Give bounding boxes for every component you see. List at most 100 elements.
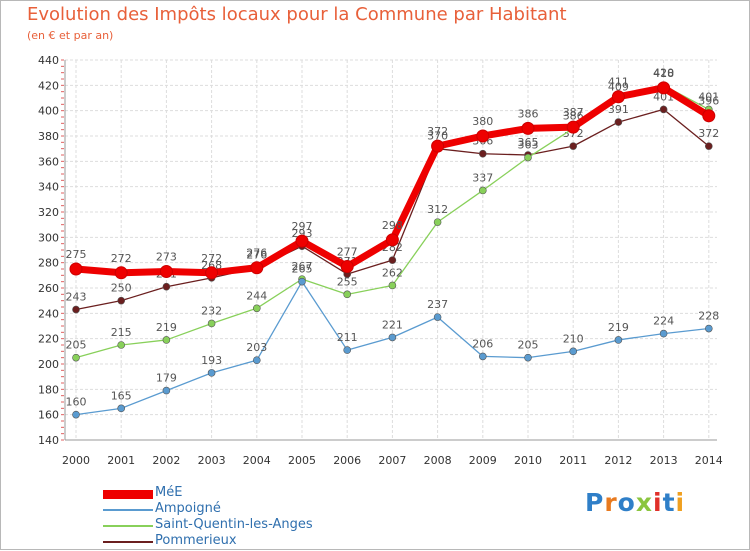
- data-label-m-e: 298: [382, 219, 403, 232]
- data-point-pommerieux: [162, 282, 171, 291]
- y-tick-label: 440: [38, 54, 59, 67]
- data-label-pommerieux: 372: [698, 127, 719, 140]
- legend-swatch-ampoigne: [103, 509, 153, 511]
- data-point-m-e: [431, 139, 445, 153]
- data-label-m-e: 372: [427, 125, 448, 138]
- data-point-ampoign-: [207, 369, 216, 377]
- data-label-m-e: 276: [246, 247, 267, 260]
- data-label-m-e: 386: [518, 107, 539, 120]
- data-point-m-e: [702, 109, 716, 123]
- data-point-ampoign-: [478, 352, 487, 361]
- x-tick-label: 2008: [424, 454, 452, 467]
- data-point-pommerieux: [117, 296, 125, 305]
- y-tick-label: 160: [38, 409, 59, 422]
- data-label-m-e: 297: [292, 220, 313, 233]
- data-point-m-e: [205, 266, 219, 280]
- data-label-m-e: 275: [66, 248, 87, 261]
- data-label-saint-quentin-les-anges: 337: [472, 171, 493, 184]
- y-tick-label: 320: [38, 206, 59, 219]
- y-tick-label: 360: [38, 155, 59, 168]
- data-label-pommerieux: 391: [608, 103, 629, 116]
- data-point-ampoign-: [388, 333, 397, 342]
- y-tick-label: 400: [38, 105, 59, 118]
- x-tick-label: 2011: [559, 454, 587, 467]
- data-label-m-e: 380: [472, 115, 493, 128]
- data-label-pommerieux: 293: [292, 227, 313, 240]
- data-label-saint-quentin-les-anges: 215: [111, 326, 132, 339]
- x-tick-label: 2000: [62, 454, 90, 467]
- data-point-pommerieux: [72, 305, 80, 314]
- data-label-pommerieux: 365: [518, 136, 539, 149]
- logo-letter: o: [617, 488, 636, 517]
- data-label-ampoign-: 228: [698, 310, 719, 323]
- data-point-pommerieux: [388, 256, 397, 264]
- x-tick-label: 2009: [469, 454, 497, 467]
- data-point-m-e: [295, 234, 309, 248]
- logo-letter: P: [585, 488, 605, 517]
- data-point-m-e: [69, 262, 83, 276]
- data-point-ampoign-: [252, 356, 261, 365]
- data-label-ampoign-: 211: [337, 331, 358, 344]
- x-tick-label: 2003: [198, 454, 226, 467]
- data-label-m-e: 272: [111, 252, 132, 265]
- legend-label-pommerieux: Pommerieux: [155, 533, 237, 548]
- x-tick-label: 2004: [243, 454, 271, 467]
- data-point-pommerieux: [569, 142, 578, 150]
- y-tick-label: 280: [38, 257, 59, 270]
- data-label-m-e: 411: [608, 76, 629, 89]
- data-label-m-e: 387: [563, 106, 584, 119]
- data-point-ampoign-: [433, 313, 442, 321]
- x-tick-label: 2002: [152, 454, 180, 467]
- logo-letter: r: [604, 488, 618, 517]
- data-point-m-e: [657, 81, 671, 95]
- data-label-saint-quentin-les-anges: 312: [427, 203, 448, 216]
- x-tick-label: 2013: [650, 454, 678, 467]
- data-point-m-e: [250, 261, 264, 275]
- legend-swatch-mee: [103, 490, 153, 499]
- x-tick-label: 2012: [604, 454, 632, 467]
- data-label-ampoign-: 221: [382, 318, 403, 331]
- y-tick-label: 300: [38, 231, 59, 244]
- data-point-m-e: [521, 121, 535, 135]
- data-point-m-e: [114, 266, 128, 280]
- data-point-pommerieux: [704, 142, 713, 150]
- data-label-saint-quentin-les-anges: 255: [337, 275, 358, 288]
- data-label-ampoign-: 237: [427, 298, 448, 311]
- x-tick-label: 2005: [288, 454, 316, 467]
- logo-letter: t: [662, 488, 676, 517]
- y-tick-label: 340: [38, 181, 59, 194]
- y-tick-label: 420: [38, 79, 59, 92]
- data-point-ampoign-: [659, 329, 668, 338]
- data-point-ampoign-: [117, 404, 125, 413]
- chart-subtitle: (en € et par an): [27, 29, 114, 42]
- x-tick-label: 2007: [378, 454, 406, 467]
- data-point-pommerieux: [614, 118, 623, 126]
- data-label-m-e: 396: [698, 95, 719, 108]
- data-point-saint-quentin-les-anges: [524, 153, 532, 162]
- y-tick-label: 220: [38, 333, 59, 346]
- plot-area: [65, 60, 717, 440]
- data-label-m-e: 277: [337, 245, 358, 258]
- data-label-ampoign-: 205: [518, 339, 539, 352]
- y-tick-label: 200: [38, 358, 59, 371]
- data-point-saint-quentin-les-anges: [162, 336, 171, 344]
- data-point-saint-quentin-les-anges: [117, 341, 125, 349]
- data-label-saint-quentin-les-anges: 401: [698, 90, 719, 103]
- data-label-ampoign-: 165: [111, 389, 132, 402]
- data-label-ampoign-: 193: [201, 354, 222, 367]
- data-label-ampoign-: 160: [66, 396, 87, 409]
- data-label-saint-quentin-les-anges: 244: [246, 289, 267, 302]
- legend-swatch-saint-quentin: [103, 525, 153, 527]
- y-tick-label: 180: [38, 383, 59, 396]
- data-point-ampoign-: [614, 336, 623, 344]
- data-label-m-e: 273: [156, 251, 177, 264]
- data-label-saint-quentin-les-anges: 232: [201, 304, 222, 317]
- data-label-pommerieux: 243: [66, 291, 87, 304]
- data-label-saint-quentin-les-anges: 262: [382, 266, 403, 279]
- logo-letter: i: [675, 488, 686, 517]
- proxiti-logo: Proxiti: [585, 488, 685, 517]
- data-point-saint-quentin-les-anges: [207, 319, 216, 328]
- data-label-ampoign-: 203: [246, 341, 267, 354]
- data-label-pommerieux: 250: [111, 282, 132, 295]
